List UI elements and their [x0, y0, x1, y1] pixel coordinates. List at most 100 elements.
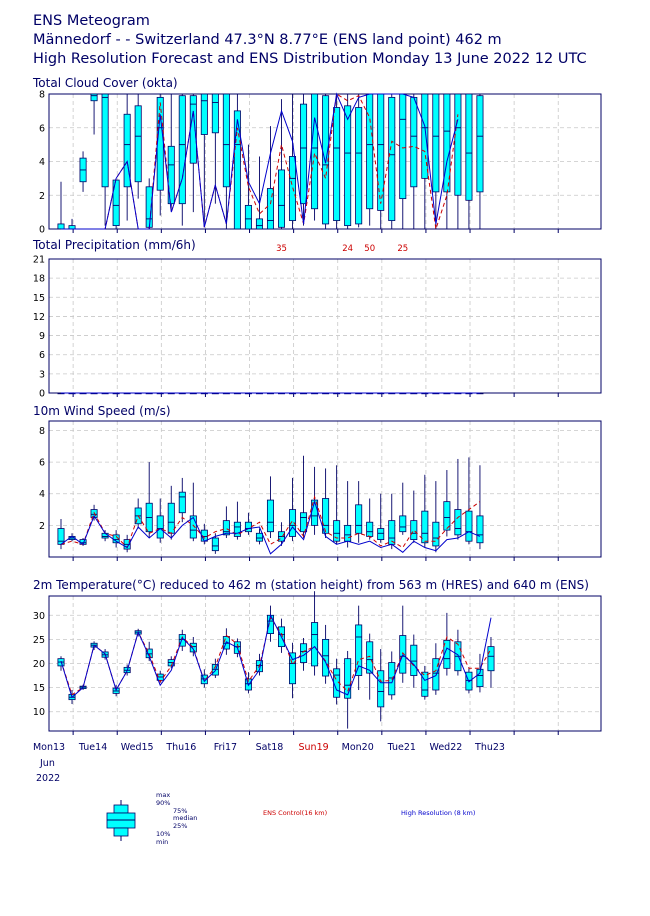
cloud-box	[355, 94, 363, 228]
wind-box-body	[465, 510, 473, 542]
temp-box-body	[189, 642, 197, 653]
wind-box-body	[101, 532, 109, 539]
temp-frame	[48, 595, 602, 732]
temp-box-body	[410, 644, 418, 676]
wind-box	[101, 530, 109, 542]
cloud-box-body	[476, 95, 484, 193]
temp-box	[289, 642, 297, 699]
precip-annotation: 25	[397, 244, 408, 254]
cloud-hres-line	[61, 92, 459, 230]
wind-box-body	[421, 510, 429, 544]
cloud-box-body	[200, 93, 208, 135]
precip-annotation: 24	[342, 244, 353, 254]
legend-max: max	[156, 791, 170, 799]
temp-box-body	[476, 668, 484, 688]
temp-box	[410, 634, 418, 688]
wind-box	[134, 498, 142, 529]
wind-box	[57, 519, 65, 550]
wind-box-body	[57, 528, 65, 545]
cloud-ytick-label: 0	[39, 225, 45, 236]
day-label: Wed22	[429, 742, 462, 753]
wind-box	[145, 462, 153, 539]
cloud-box	[101, 93, 109, 226]
temp-box-body	[145, 648, 153, 659]
cloud-ytick-label: 8	[39, 90, 45, 101]
wind-box-body	[443, 501, 451, 531]
legend-10: 10%	[156, 830, 170, 838]
cloud-box	[476, 94, 484, 229]
temp-box	[366, 633, 374, 700]
wind-box	[189, 482, 197, 542]
cloud-box-body	[255, 218, 263, 230]
wind-box	[244, 512, 252, 535]
wind-hres-line	[60, 499, 481, 555]
precip-ytick-label: 0	[39, 389, 45, 400]
cloud-box-body	[311, 93, 319, 210]
wind-box	[421, 474, 429, 548]
precip-ytick-label: 3	[39, 369, 45, 380]
temp-box	[443, 612, 451, 676]
wind-panel-title: 10m Wind Speed (m/s)	[33, 404, 171, 418]
wind-box-body	[300, 512, 308, 533]
temp-ytick-label: 15	[33, 683, 45, 694]
temp-box	[355, 605, 363, 691]
temp-ytick-label: 10	[33, 707, 45, 718]
temp-box-body	[344, 658, 352, 699]
cloud-box	[289, 94, 297, 229]
cloud-box	[410, 94, 418, 229]
wind-frame	[48, 420, 602, 558]
legend: max 90% 75% median 25% 10% min ENS Contr…	[106, 791, 475, 846]
wind-box-body	[289, 509, 297, 537]
temp-box-body	[322, 638, 330, 677]
wind-panel: 2 4 6 8	[39, 420, 602, 561]
day-label: Thu23	[474, 742, 505, 753]
cloud-box	[266, 126, 274, 230]
wind-box	[255, 528, 263, 545]
cloud-box	[421, 93, 429, 229]
cloud-box-body	[57, 223, 65, 230]
legend-hres: High Resolution (8 km)	[401, 809, 475, 817]
wind-box	[266, 476, 274, 539]
cloud-box-body	[277, 169, 285, 228]
cloud-ytick-label: 2	[39, 191, 45, 202]
temp-box-body	[289, 652, 297, 685]
cloud-box-body	[410, 96, 418, 188]
cloud-box	[123, 94, 131, 221]
wind-box	[377, 493, 385, 543]
temp-box	[311, 591, 319, 676]
cloud-box	[200, 93, 208, 226]
wind-box-body	[255, 532, 263, 542]
temp-box-body	[487, 646, 495, 672]
precip-panel: 0 3 6 9 12 15 18 21 35 24 50 25	[33, 244, 602, 400]
cloud-panel: 0 2 4 6 8	[39, 90, 602, 236]
wind-box-body	[222, 520, 230, 536]
cloud-box	[300, 94, 308, 226]
cloud-box	[277, 99, 285, 229]
wind-box-body	[366, 521, 374, 537]
wind-box	[443, 470, 451, 537]
cloud-box	[79, 151, 87, 192]
cloud-box-body	[156, 96, 164, 191]
legend-75: 75%	[173, 807, 187, 815]
cloud-box-body	[322, 95, 330, 225]
cloud-box	[68, 218, 76, 230]
cloud-box-body	[333, 107, 341, 221]
wind-box	[333, 465, 341, 545]
wind-box	[322, 468, 330, 539]
temp-box	[322, 624, 330, 684]
day-label: Mon13	[33, 742, 65, 753]
temp-box	[487, 636, 495, 688]
cloud-box-body	[167, 145, 175, 205]
day-label: Mon20	[342, 742, 374, 753]
temp-box-body	[200, 674, 208, 685]
cloud-box-body	[421, 93, 429, 179]
temp-box	[344, 650, 352, 729]
precip-ytick-label: 9	[39, 331, 45, 342]
precip-ytick-label: 6	[39, 350, 45, 361]
wind-box	[178, 477, 186, 523]
day-label: Thu16	[165, 742, 196, 753]
day-label: Sun19	[299, 742, 329, 753]
wind-box-body	[432, 521, 440, 547]
legend-lower-tail-box	[113, 827, 129, 837]
temp-box	[300, 637, 308, 671]
